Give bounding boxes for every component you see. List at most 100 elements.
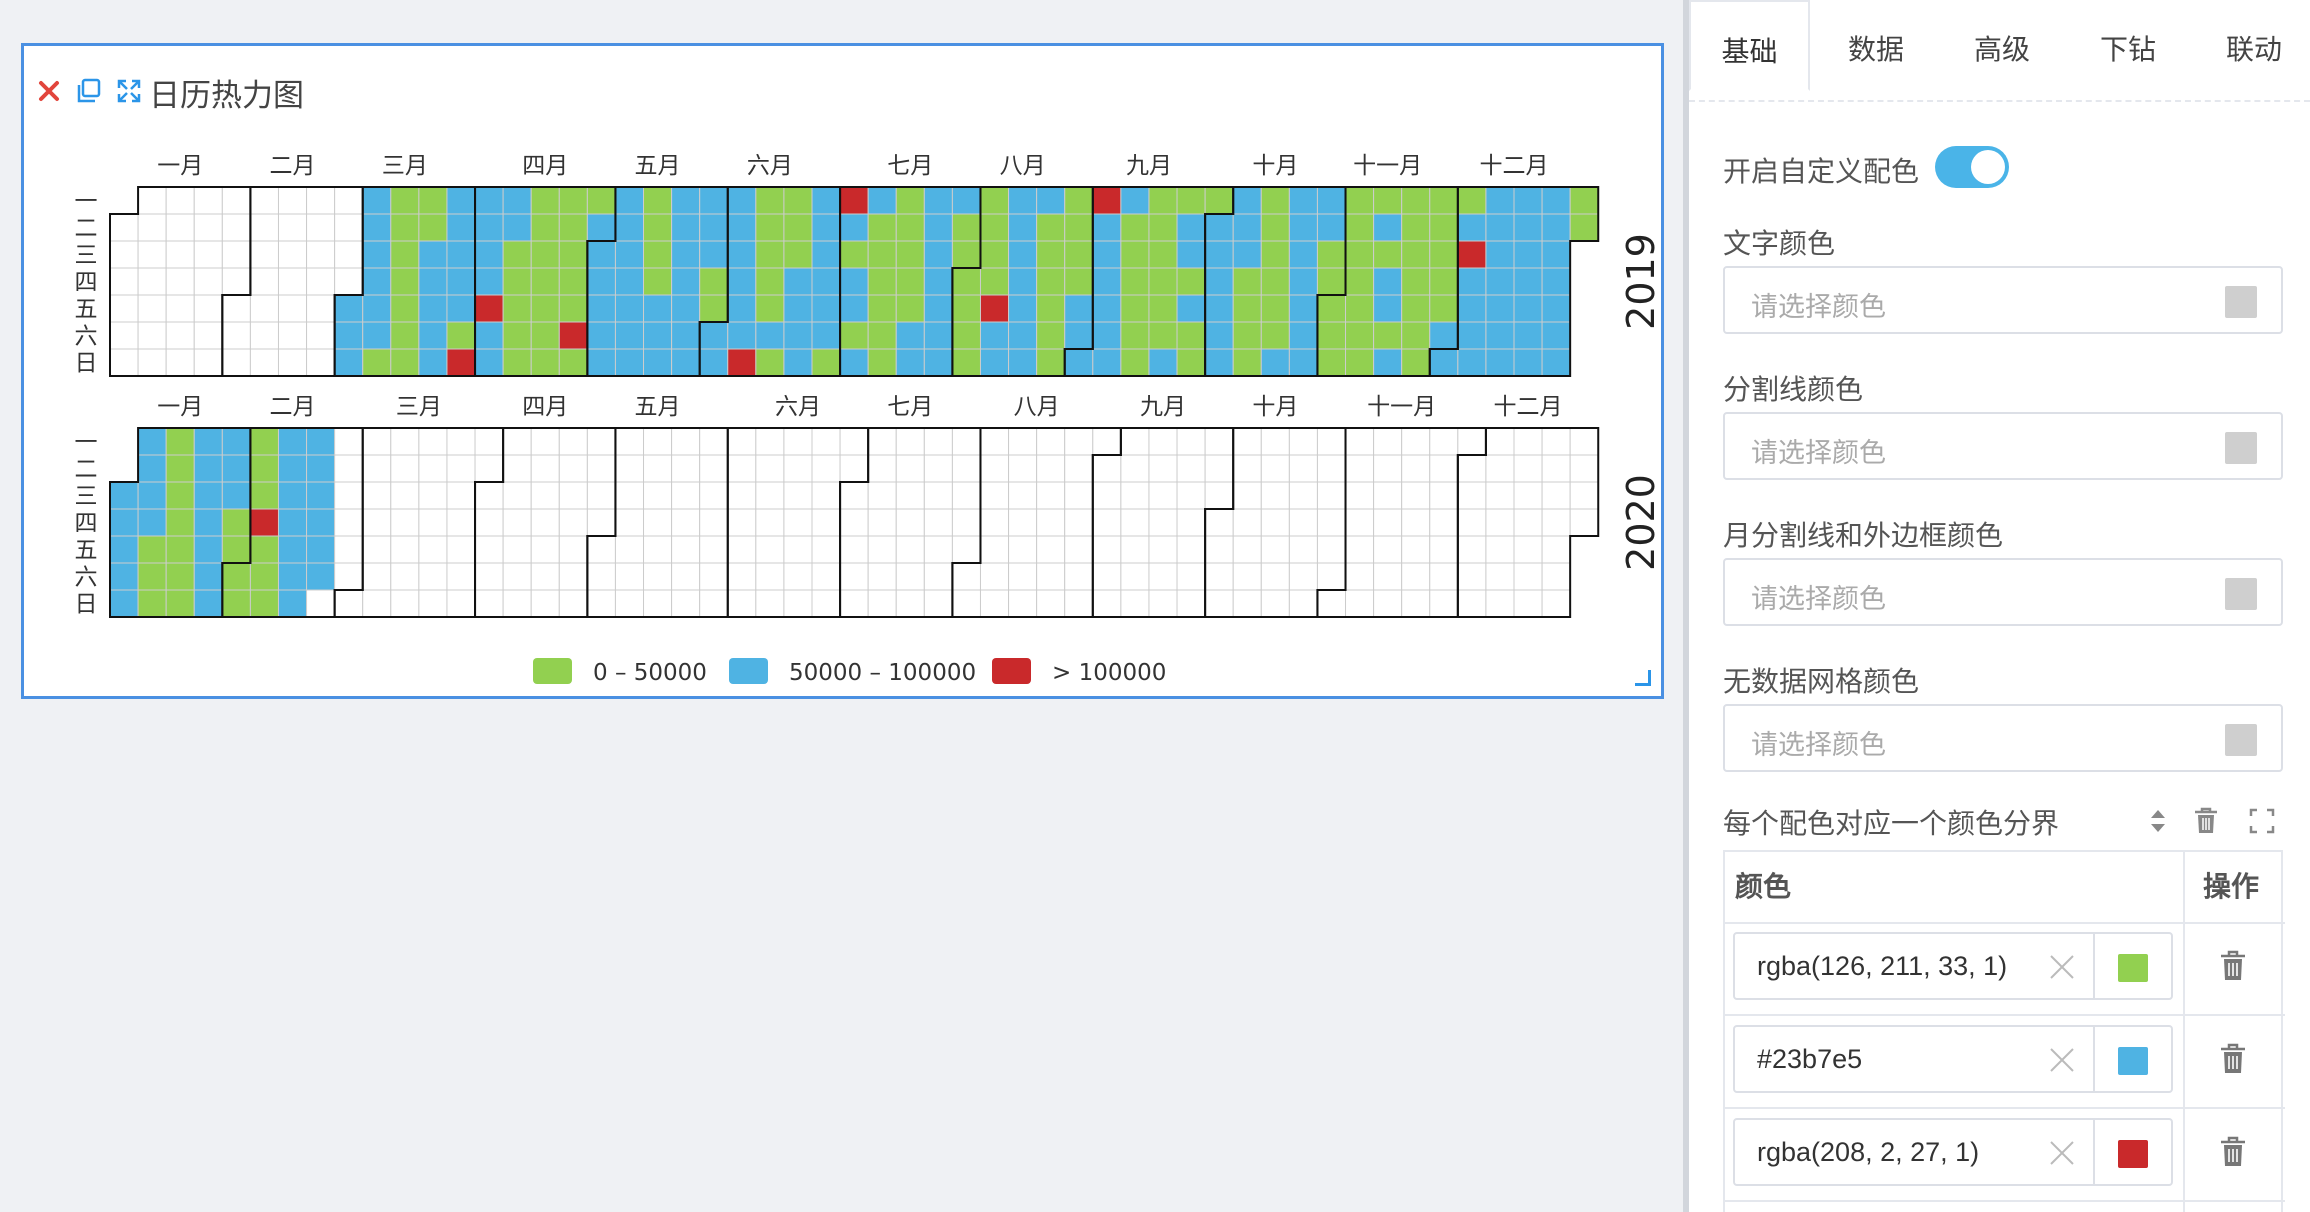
calendar-day-cell [362, 267, 392, 296]
weekday-label: 一 [75, 430, 98, 456]
tab-data[interactable]: 数据 [1847, 34, 1904, 65]
month-label: 二月 [270, 153, 316, 179]
month-label: 七月 [887, 394, 933, 420]
calendar-day-cell [671, 321, 701, 350]
calendar-day-cell [671, 454, 701, 483]
calendar-day-cell [979, 508, 1010, 537]
clear-icon[interactable] [2047, 1045, 2079, 1077]
calendar-day-cell [614, 427, 645, 456]
calendar-day-cell [1569, 454, 1599, 483]
calendar-day-cell [558, 213, 588, 242]
month-border-color-input[interactable]: 请选择颜色 [1723, 558, 2283, 626]
calendar-day-cell [109, 348, 139, 377]
calendar-day-cell [193, 213, 223, 242]
color-picker[interactable] [2093, 932, 2173, 1000]
text-color-input[interactable]: 请选择颜色 [1723, 266, 2283, 334]
calendar-day-cell [895, 240, 925, 269]
calendar-day-cell [502, 321, 532, 350]
trash-icon[interactable] [2189, 804, 2223, 838]
calendar-day-cell [1373, 454, 1403, 483]
calendar-day-cell [755, 481, 785, 510]
calendar-day-cell [839, 454, 869, 483]
calendar-day-cell [839, 213, 869, 242]
calendar-day-cell [1316, 454, 1347, 483]
calendar-day-cell [277, 508, 308, 537]
calendar-day-cell [755, 321, 785, 350]
close-icon[interactable] [34, 76, 64, 106]
calendar-day-cell [1485, 562, 1515, 591]
calendar-day-cell [390, 535, 420, 564]
calendar-day-cell [811, 186, 841, 215]
month-border-color-swatch[interactable] [2225, 578, 2257, 610]
calendar-day-cell [362, 562, 392, 591]
calendar-day-cell [979, 186, 1010, 215]
calendar-day-cell [221, 454, 251, 483]
weekday-label: 六 [75, 565, 98, 591]
calendar-day-cell [1485, 321, 1515, 350]
calendar-day-cell [755, 294, 785, 323]
copy-icon[interactable] [74, 76, 104, 106]
calendar-day-cell [193, 562, 223, 591]
calendar-day-cell [249, 508, 279, 537]
calendar-day-cell [1036, 294, 1066, 323]
delete-row-icon[interactable] [2213, 946, 2253, 986]
legend-label: > 100000 [1052, 660, 1166, 686]
calendar-day-cell [446, 348, 476, 377]
month-boundary [1456, 427, 1600, 618]
calendar-day-cell [418, 481, 448, 510]
calendar-day-cell [1429, 481, 1459, 510]
calendar-day-cell [783, 589, 813, 618]
divider-color-swatch[interactable] [2225, 432, 2257, 464]
delete-row-icon[interactable] [2213, 1132, 2253, 1172]
row-divider [1725, 1014, 2285, 1016]
calendar-day-cell [306, 454, 336, 483]
calendar-day-cell [334, 535, 364, 564]
color-value-input[interactable]: rgba(126, 211, 33, 1) [1733, 932, 2095, 1000]
calendar-day-cell [446, 589, 476, 618]
calendar-day-cell [1036, 321, 1066, 350]
month-label: 九月 [1140, 394, 1186, 420]
calendar-day-cell [923, 240, 953, 269]
calendar-day-cell [586, 186, 616, 215]
calendar-day-cell [418, 240, 448, 269]
color-value-input[interactable]: rgba(208, 2, 27, 1) [1733, 1118, 2095, 1186]
color-value-input[interactable]: #23b7e5 [1733, 1025, 2095, 1093]
tab-drilldown[interactable]: 下钻 [2099, 34, 2156, 65]
resize-handle[interactable] [1635, 670, 1651, 686]
clear-icon[interactable] [2047, 1138, 2079, 1170]
tab-linkage[interactable]: 联动 [2225, 34, 2282, 65]
clear-icon[interactable] [2047, 952, 2079, 984]
calendar-day-cell [249, 186, 279, 215]
color-value: rgba(126, 211, 33, 1) [1757, 951, 2008, 981]
empty-grid-color-input[interactable]: 请选择颜色 [1723, 704, 2283, 772]
calendar-day-cell [1288, 267, 1318, 296]
color-picker[interactable] [2093, 1118, 2173, 1186]
calendar-day-cell [1204, 267, 1234, 296]
calendar-day-cell [530, 321, 560, 350]
expand-icon[interactable] [114, 76, 144, 106]
sort-icon[interactable] [2141, 804, 2175, 838]
calendar-day-cell [418, 454, 448, 483]
calendar-day-cell [1176, 535, 1206, 564]
divider-color-input[interactable]: 请选择颜色 [1723, 412, 2283, 480]
delete-row-icon[interactable] [2213, 1039, 2253, 1079]
month-label: 五月 [635, 394, 681, 420]
panel-divider[interactable] [1683, 0, 1689, 1212]
calendar-day-cell [502, 562, 532, 591]
color-picker[interactable] [2093, 1025, 2173, 1093]
fullscreen-icon[interactable] [2245, 804, 2279, 838]
calendar-day-cell [1260, 508, 1290, 537]
calendar-day-cell [867, 481, 897, 510]
text-color-swatch[interactable] [2225, 286, 2257, 318]
calendar-day-cell [1148, 294, 1178, 323]
custom-color-toggle[interactable] [1935, 146, 2009, 188]
calendar-day-cell [558, 481, 588, 510]
calendar-day-cell [558, 321, 588, 350]
chart-widget[interactable]: 日历热力图 一月 二月 三月 四月 五月 六月 七月 八月 九月 十月 十一月 十二月一二三四五六日 2… [21, 43, 1664, 699]
tab-advanced[interactable]: 高级 [1973, 34, 2030, 65]
tab-basic[interactable]: 基础 [1689, 0, 1810, 91]
calendar-day-cell [1373, 213, 1403, 242]
calendar-day-cell [1036, 589, 1066, 618]
empty-grid-color-swatch[interactable] [2225, 724, 2257, 756]
calendar-day-cell [221, 321, 251, 350]
